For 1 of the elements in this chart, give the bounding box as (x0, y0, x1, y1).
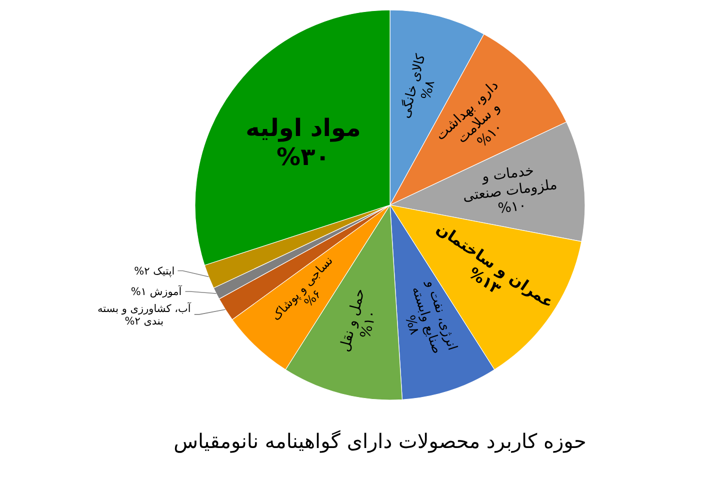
title: حوزه کاربرد محصولات دارای گواهینامه نانومقیاس (174, 429, 586, 453)
